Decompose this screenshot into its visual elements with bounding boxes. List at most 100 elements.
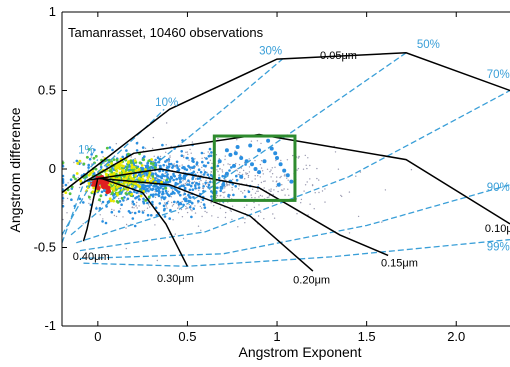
fine-mode-label: 10%: [155, 97, 178, 109]
data-point-gray: [188, 181, 191, 184]
data-point-blue: [202, 203, 206, 206]
data-point-gray: [224, 155, 226, 157]
data-point-gray: [286, 159, 289, 161]
data-point-gray: [236, 139, 238, 141]
data-point-gray: [194, 205, 196, 207]
fine-mode-line: [62, 108, 165, 236]
data-point-gray: [152, 160, 155, 163]
data-point-gray: [275, 181, 277, 183]
data-point-gray: [225, 211, 227, 214]
data-point-gray: [274, 166, 276, 168]
data-point-gray: [165, 151, 167, 153]
data-point-blue: [157, 174, 160, 178]
data-point-gray: [229, 163, 231, 166]
data-point-gray: [231, 186, 233, 189]
data-point-gray: [302, 168, 305, 170]
data-point-blue: [197, 186, 201, 189]
data-point-blue: [187, 193, 190, 197]
data-point-blue: [69, 178, 73, 181]
data-point-gray: [270, 188, 272, 190]
data-point-gray: [178, 206, 180, 208]
data-point-yellow: [139, 194, 143, 198]
data-point-blue: [165, 170, 168, 174]
data-point-gray: [231, 218, 233, 221]
data-point-blue: [158, 169, 161, 173]
data-point-gray: [211, 162, 213, 165]
data-point-blue: [148, 184, 151, 187]
data-point-gray: [239, 171, 241, 174]
data-point-yellow: [87, 173, 91, 177]
data-point-gray: [244, 178, 246, 180]
data-point-gray: [235, 169, 237, 171]
data-point-yellow: [124, 177, 128, 180]
data-point-green: [126, 152, 130, 156]
data-point-gray: [133, 207, 135, 209]
data-point-gray: [172, 203, 175, 206]
data-point-gray: [118, 197, 120, 200]
data-point-blue: [177, 203, 181, 206]
data-point-blue: [177, 169, 180, 172]
data-point-blue: [126, 197, 130, 201]
data-point-gray: [224, 187, 226, 189]
data-point-yellow: [64, 191, 68, 195]
data-point-yellow: [110, 187, 114, 191]
data-point-gray: [138, 193, 140, 195]
data-point-gray: [167, 200, 170, 202]
data-point-blue: [99, 165, 103, 169]
data-point-blue: [185, 168, 189, 171]
data-point-gray: [128, 194, 130, 196]
data-point-blue: [179, 202, 183, 206]
data-point-yellow: [116, 193, 119, 197]
data-point-blue: [121, 155, 124, 159]
data-point-blue-box: [219, 185, 224, 190]
data-point-gray: [217, 162, 220, 165]
data-point-gray: [186, 207, 188, 209]
data-point-gray: [185, 205, 187, 208]
fine-mode-line: [79, 184, 510, 260]
data-point-gray: [324, 188, 326, 190]
data-point-blue: [202, 173, 206, 176]
data-point-yellow: [115, 169, 119, 173]
data-point-gray: [206, 211, 208, 214]
data-point-blue: [150, 214, 153, 217]
data-point-blue: [164, 189, 168, 193]
data-point-green: [94, 167, 98, 171]
data-point-gray: [77, 177, 79, 179]
data-point-gray: [171, 205, 174, 207]
data-point-blue: [158, 179, 161, 182]
data-point-gray: [167, 161, 170, 163]
radius-line: [62, 52, 510, 194]
data-point-blue: [133, 224, 137, 228]
data-point-gray: [138, 205, 140, 207]
data-point-blue-box: [224, 148, 229, 153]
data-point-gray: [185, 208, 187, 210]
data-point-gray: [181, 164, 183, 166]
data-point-gray: [248, 158, 250, 160]
data-point-blue: [183, 187, 187, 191]
data-point-blue: [194, 184, 197, 188]
data-point-gray: [115, 215, 118, 218]
data-point-gray: [203, 157, 206, 159]
data-point-gray: [207, 151, 209, 153]
data-point-blue: [141, 211, 145, 214]
label-layer: 1% 10% 30% 50% 70% 90% 99% 0.05μm 0.10μm 0.15μm 0.…: [73, 39, 510, 286]
data-point-green: [125, 166, 129, 169]
data-point-gray: [115, 143, 118, 145]
data-point-gray: [143, 209, 145, 212]
data-point-gray: [218, 174, 220, 176]
data-point-blue: [141, 146, 145, 149]
data-point-blue: [216, 164, 220, 168]
data-point-yellow: [127, 161, 130, 164]
data-point-gray: [99, 200, 102, 203]
data-point-green: [107, 158, 111, 162]
data-point-blue: [88, 157, 92, 161]
data-point-blue-box: [217, 159, 222, 164]
data-point-gray: [231, 189, 233, 191]
data-point-gray: [185, 151, 187, 153]
data-point-gray: [146, 207, 149, 209]
radius-label: 0.10μm: [485, 223, 510, 235]
data-point-blue: [209, 154, 213, 158]
data-point-gray: [224, 216, 227, 219]
data-point-yellow: [126, 188, 130, 192]
